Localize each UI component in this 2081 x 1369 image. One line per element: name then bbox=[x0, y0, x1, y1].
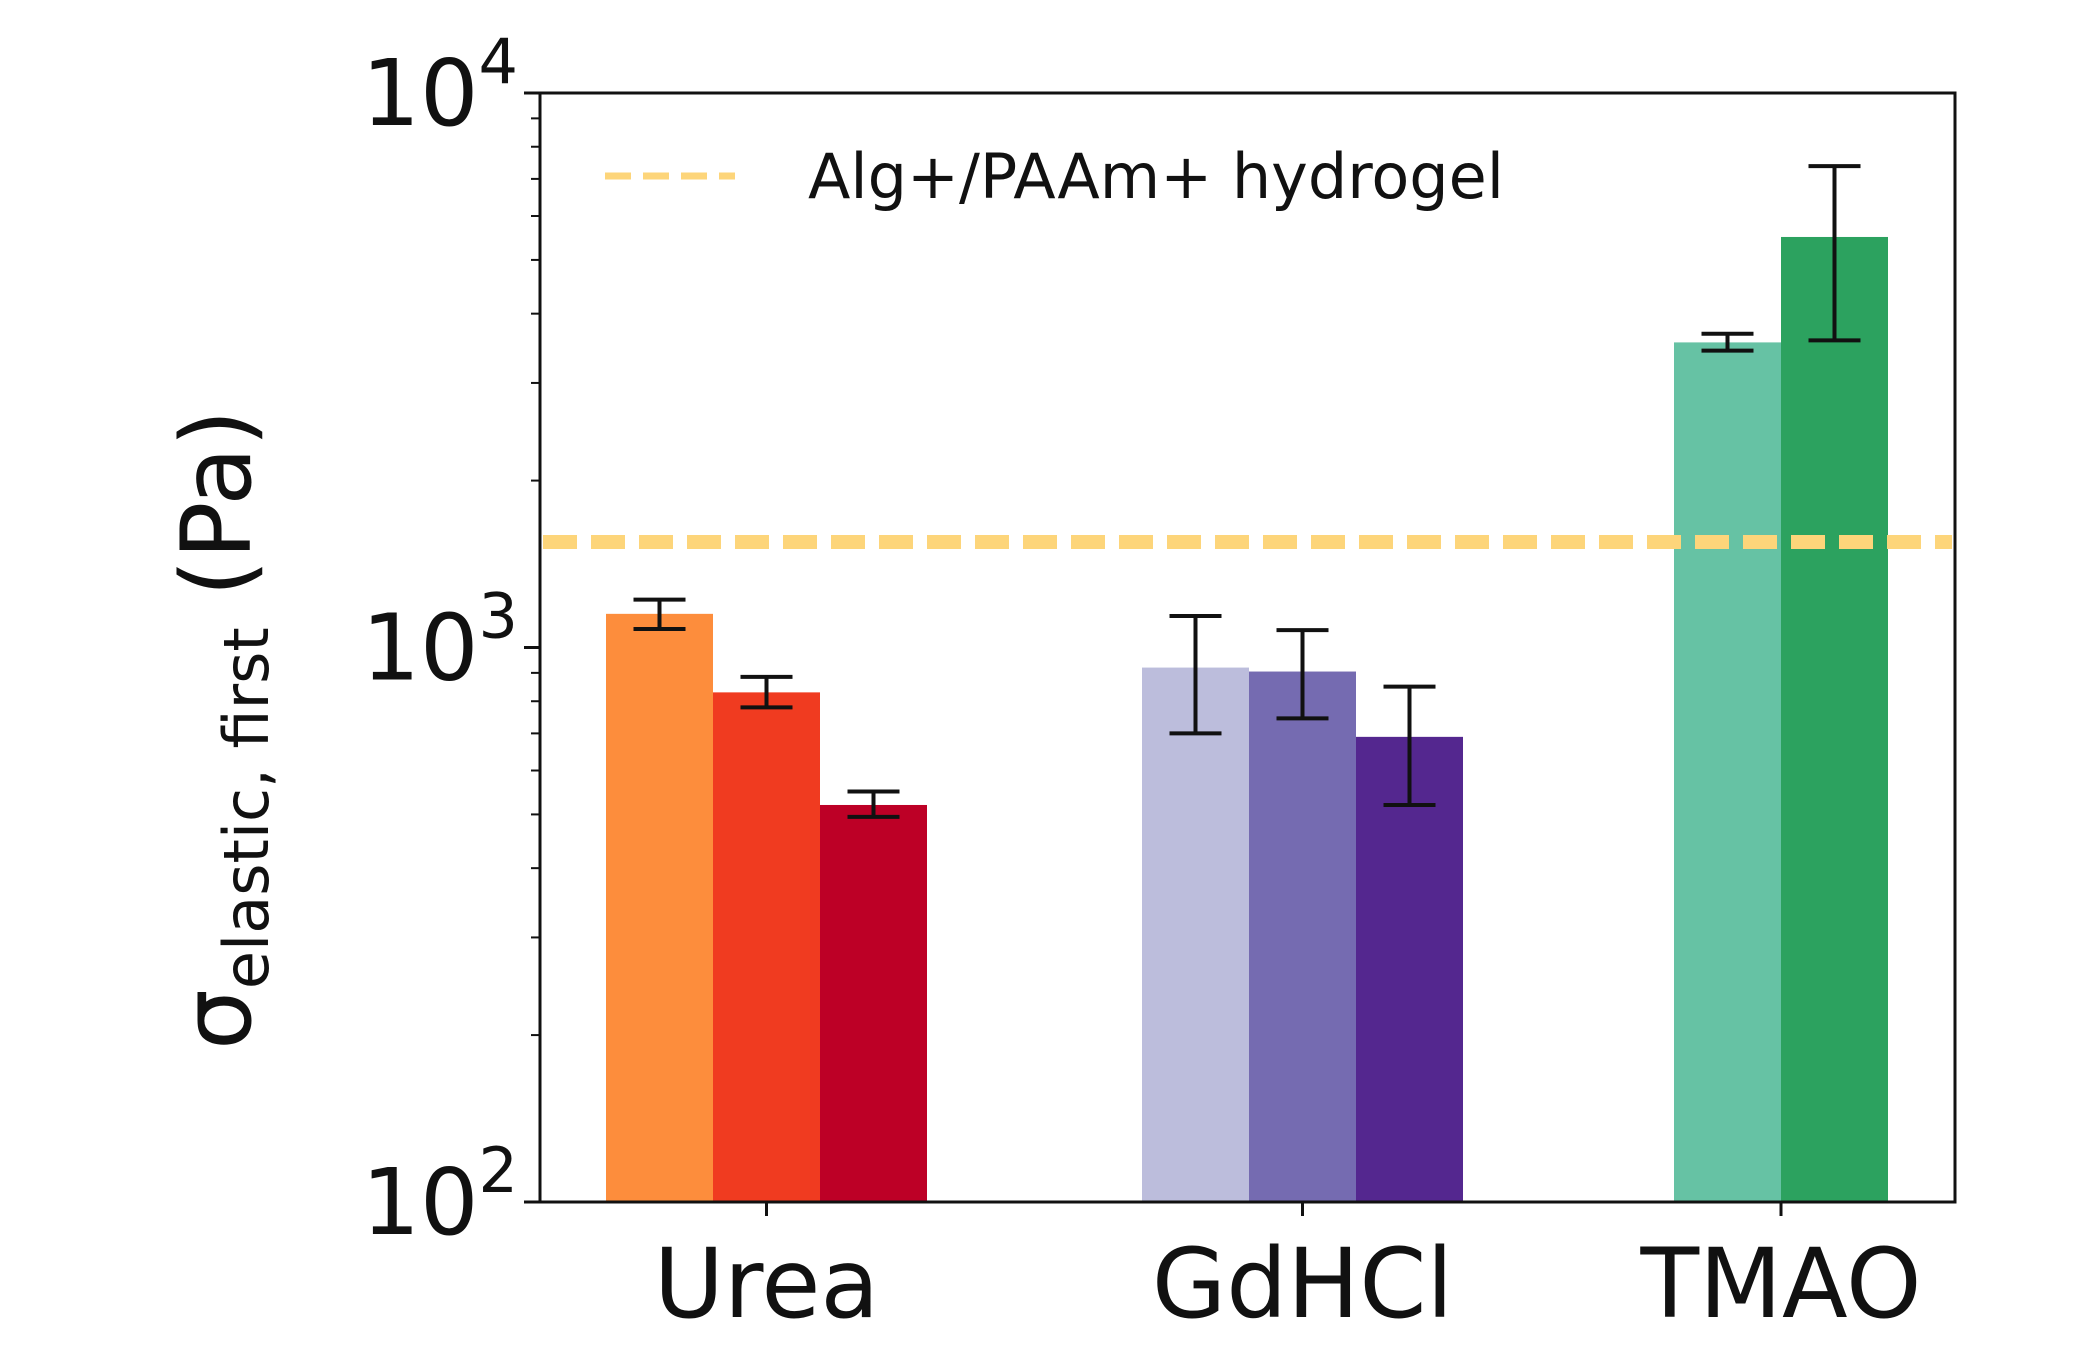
y-axis-label: σelastic, first (Pa) bbox=[161, 409, 283, 1050]
bar-gdhcl-3 bbox=[1356, 736, 1463, 1202]
error-bars-layer bbox=[633, 164, 1861, 819]
error-bar-gdhcl-1 bbox=[1169, 613, 1222, 736]
y-tick-label-10000: 104 bbox=[361, 25, 518, 147]
bars-layer bbox=[606, 236, 1888, 1203]
error-bar-urea-3 bbox=[847, 789, 900, 819]
x-tick-label-urea: Urea bbox=[654, 1228, 880, 1340]
bar-gdhcl-1 bbox=[1142, 667, 1249, 1202]
bar-urea-3 bbox=[820, 804, 927, 1202]
error-bar-gdhcl-2 bbox=[1276, 628, 1329, 721]
y-tick-label-1000: 103 bbox=[361, 580, 518, 702]
bar-tmao-2 bbox=[1781, 236, 1888, 1203]
error-bar-tmao-2 bbox=[1808, 164, 1861, 343]
error-bar-urea-2 bbox=[740, 674, 793, 710]
bar-urea-1 bbox=[606, 613, 713, 1202]
y-axis-label-symbol: σ bbox=[161, 989, 273, 1050]
labels-layer: Urea GdHCl TMAO 102 103 104 bbox=[361, 25, 1921, 1340]
y-axis-label-unit: (Pa) bbox=[161, 409, 273, 627]
x-tick-label-tmao: TMAO bbox=[1639, 1228, 1921, 1340]
bar-gdhcl-2 bbox=[1249, 671, 1356, 1202]
ticks-layer bbox=[524, 91, 1783, 1216]
error-bar-tmao-1 bbox=[1701, 331, 1754, 353]
y-axis-label-subscript: elastic, first bbox=[210, 627, 283, 989]
error-bar-urea-1 bbox=[633, 597, 686, 631]
x-tick-label-gdhcl: GdHCl bbox=[1152, 1228, 1453, 1340]
bar-urea-2 bbox=[713, 692, 820, 1202]
legend-label: Alg+/PAAm+ hydrogel bbox=[808, 140, 1504, 213]
y-tick-label-100: 102 bbox=[361, 1134, 518, 1256]
bar-tmao-1 bbox=[1674, 342, 1781, 1202]
error-bar-gdhcl-3 bbox=[1383, 684, 1436, 807]
legend: Alg+/PAAm+ hydrogel bbox=[605, 140, 1504, 213]
